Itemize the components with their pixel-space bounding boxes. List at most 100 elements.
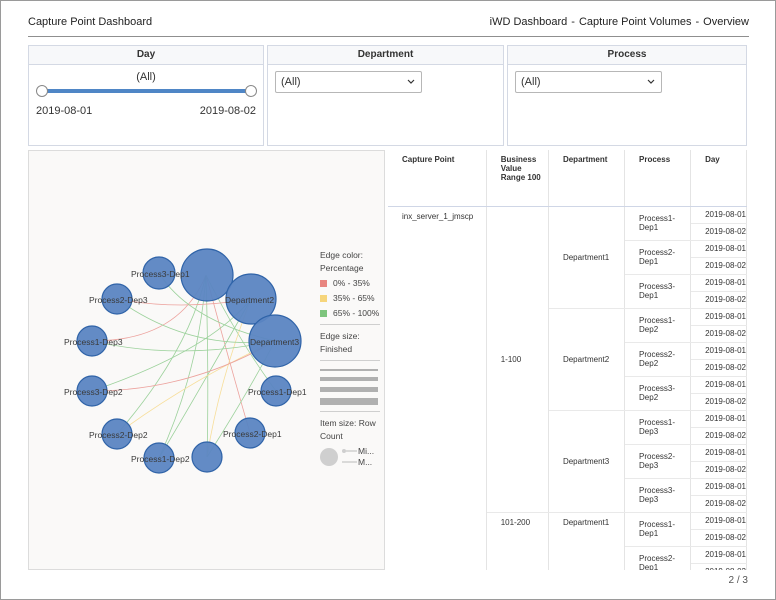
process-cell: Process1-Dep1 [624, 206, 692, 241]
day-cell: 2019-08-01 [690, 444, 747, 462]
table-header-row: Capture Point Business Value Range 100 D… [388, 150, 747, 207]
day-cell: 2019-08-01 [690, 342, 747, 360]
table-row: 2019-08-02 [388, 427, 747, 445]
day-cell: 2019-08-01 [690, 376, 747, 394]
legend-item-size-title: Item size: Row Count [320, 418, 376, 441]
legend-divider [320, 411, 380, 412]
network-node[interactable] [248, 314, 302, 368]
breadcrumb-item[interactable]: iWD Dashboard [489, 16, 568, 28]
range-cell: 1-100 [486, 206, 549, 513]
network-node[interactable] [76, 375, 108, 407]
network-node[interactable] [234, 417, 266, 449]
header-divider [28, 36, 749, 37]
day-slider-start-handle[interactable] [36, 85, 48, 97]
network-node-label: Process1-Dep2 [131, 454, 190, 464]
department-filter-title: Department [268, 46, 503, 65]
day-slider-end-handle[interactable] [245, 85, 257, 97]
process-cell: Process3-Dep1 [624, 274, 692, 309]
table-row: 2019-08-02 [388, 359, 747, 377]
breadcrumb-item: Overview [703, 16, 749, 28]
table-row: 2019-08-02 [388, 461, 747, 479]
legend-divider [320, 360, 380, 361]
network-graph[interactable]: Process3-Dep1 Department2 Department3 Pr… [29, 151, 386, 571]
process-select-value: (All) [521, 76, 541, 88]
day-end-label: 2019-08-02 [199, 105, 256, 117]
network-node-label: Process2-Dep1 [223, 429, 282, 439]
network-node-label: Department3 [250, 337, 299, 347]
chevron-down-icon [647, 79, 655, 84]
legend-edge-color-title: Edge color: [320, 250, 363, 260]
legend-range-low: 0% - 35% [320, 277, 384, 290]
network-node[interactable] [260, 375, 292, 407]
network-node[interactable] [225, 273, 277, 325]
table-row: Process3-Dep2 2019-08-01 [388, 376, 747, 411]
process-filter-title: Process [508, 46, 746, 65]
data-table: Capture Point Business Value Range 100 D… [388, 150, 747, 570]
process-cell: Process2-Dep3 [624, 444, 692, 479]
network-node[interactable] [143, 442, 175, 474]
process-cell: Process1-Dep3 [624, 410, 692, 445]
breadcrumb: iWD Dashboard - Capture Point Volumes - Over… [489, 16, 749, 28]
table-row: Process3-Dep3 2019-08-01 [388, 478, 747, 513]
day-cell: 2019-08-01 [690, 274, 747, 292]
breadcrumb-item[interactable]: Capture Point Volumes [578, 16, 692, 28]
department-cell: Department2 [548, 308, 626, 411]
column-header[interactable]: Business Value Range 100 [486, 150, 549, 207]
legend-edge-size-bar [320, 377, 378, 381]
network-node-label: Process1-Dep3 [64, 337, 123, 347]
process-cell: Process3-Dep2 [624, 376, 692, 411]
day-cell: 2019-08-02 [690, 223, 747, 241]
day-cell: 2019-08-02 [690, 529, 747, 547]
day-slider-track[interactable] [41, 89, 249, 93]
network-node[interactable] [180, 248, 234, 302]
process-select[interactable]: (All) [515, 71, 662, 93]
legend-swatch-red [320, 280, 327, 288]
day-cell: 2019-08-02 [690, 257, 747, 275]
table-row: 2019-08-02 [388, 563, 747, 570]
column-header[interactable]: Department [548, 150, 626, 207]
day-filter-title: Day [29, 46, 263, 65]
day-cell: 2019-08-01 [690, 240, 747, 258]
day-cell: 2019-08-01 [690, 512, 747, 530]
process-cell: Process1-Dep2 [624, 308, 692, 343]
process-cell: Process3-Dep3 [624, 478, 692, 513]
legend-edge-size-bar [320, 369, 378, 371]
day-filter: Day (All) 2019-08-01 2019-08-02 [28, 45, 264, 146]
day-cell: 2019-08-02 [690, 359, 747, 377]
chevron-down-icon [407, 79, 415, 84]
table-row: 2019-08-02 [388, 291, 747, 309]
department-cell: Department1 [548, 512, 626, 570]
legend-edge-size-bar [320, 398, 378, 405]
process-cell: Process2-Dep2 [624, 342, 692, 377]
process-cell: Process1-Dep1 [624, 512, 692, 547]
network-node-label: Process3-Dep2 [64, 387, 123, 397]
legend-edge-size-title: Edge size: [320, 331, 360, 341]
table-row: Department3 Process1-Dep3 2019-08-01 [388, 410, 747, 513]
table-row: Department2 Process1-Dep2 2019-08-01 [388, 308, 747, 411]
network-node[interactable] [76, 325, 108, 357]
table-row: Process2-Dep1 2019-08-01 [388, 240, 747, 275]
legend-swatch-yellow [320, 295, 327, 303]
department-filter: Department (All) [267, 45, 504, 146]
column-header[interactable]: Capture Point [388, 150, 487, 207]
day-cell: 2019-08-02 [690, 427, 747, 445]
dashboard-title: Capture Point Dashboard [28, 16, 153, 28]
network-node[interactable] [191, 441, 223, 473]
day-range-value: (All) [136, 71, 156, 83]
day-cell: 2019-08-02 [690, 325, 747, 343]
day-cell: 2019-08-01 [690, 478, 747, 496]
table-row: Process3-Dep1 2019-08-01 [388, 274, 747, 309]
department-cell: Department3 [548, 410, 626, 513]
column-header[interactable]: Day [690, 150, 747, 207]
network-node[interactable] [142, 256, 176, 290]
day-cell: 2019-08-01 [690, 308, 747, 326]
network-node[interactable] [101, 283, 133, 315]
day-cell: 2019-08-01 [690, 206, 747, 224]
network-node-label: Process1-Dep1 [248, 387, 307, 397]
day-cell: 2019-08-02 [690, 291, 747, 309]
column-header[interactable]: Process [624, 150, 692, 207]
network-node[interactable] [101, 418, 133, 450]
capture-point-cell: inx_server_1_jmscp [388, 206, 487, 570]
day-cell: 2019-08-02 [690, 393, 747, 411]
department-select[interactable]: (All) [275, 71, 422, 93]
